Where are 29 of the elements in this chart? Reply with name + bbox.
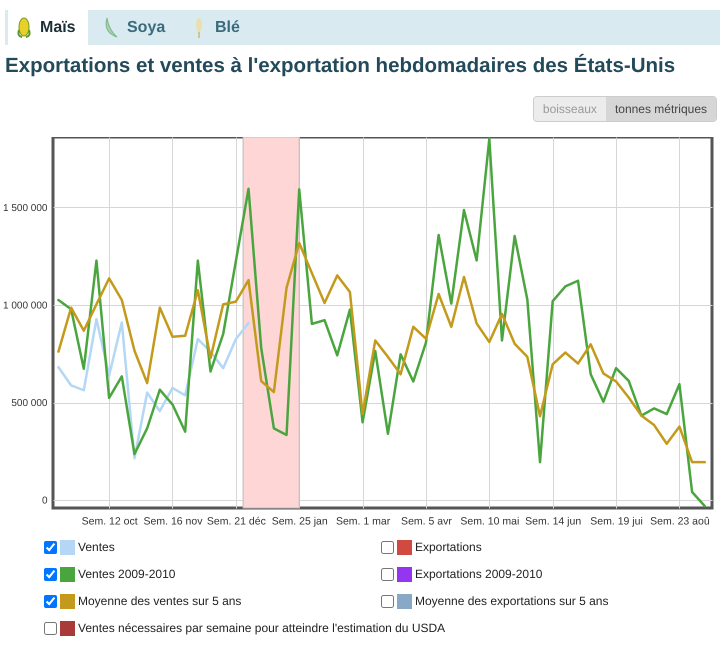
x-tick-label: Sem. 1 mar (336, 516, 391, 528)
x-tick-label: Sem. 16 nov (144, 516, 204, 528)
y-tick-label: 0 (42, 496, 48, 507)
line-series (57, 242, 706, 464)
text: Soya (127, 18, 166, 36)
x-tick-label: Sem. 25 jan (272, 516, 328, 528)
x-tick-label: Sem. 19 jui (590, 516, 643, 528)
text: boisseaux (534, 97, 606, 121)
legend-label: Exportations 2009-2010 (415, 567, 542, 581)
legend-label: Moyenne des ventes sur 5 ans (78, 594, 242, 608)
text: tonnes métriques (606, 97, 716, 121)
x-tick-label: Sem. 23 aoû (650, 516, 710, 528)
y-tick-label: 500 000 (11, 398, 48, 410)
legend-label: Ventes 2009-2010 (78, 567, 176, 581)
legend-label: Moyenne des exportations sur 5 ans (415, 594, 608, 608)
x-tick-label: Sem. 10 mai (460, 516, 520, 528)
x-tick-label: Sem. 5 avr (401, 516, 452, 528)
legend-label: Exportations (415, 540, 482, 554)
text: Blé (215, 18, 240, 36)
x-tick-label: Sem. 14 jun (525, 516, 582, 528)
x-tick-label: Sem. 21 déc (206, 516, 266, 528)
y-tick-label: 1 000 000 (3, 300, 48, 312)
legend-label: Ventes (78, 540, 115, 554)
chart-title: Exportations et ventes à l'exportation hebdomadaires des États-Unis (5, 54, 676, 78)
text: Maïs (40, 18, 76, 36)
legend-label: Ventes nécessaires par semaine pour atteindre l'estimation du USDA (78, 621, 446, 635)
line-series (57, 138, 706, 508)
y-tick-label: 1 500 000 (3, 202, 48, 214)
x-tick-label: Sem. 12 oct (82, 516, 138, 528)
